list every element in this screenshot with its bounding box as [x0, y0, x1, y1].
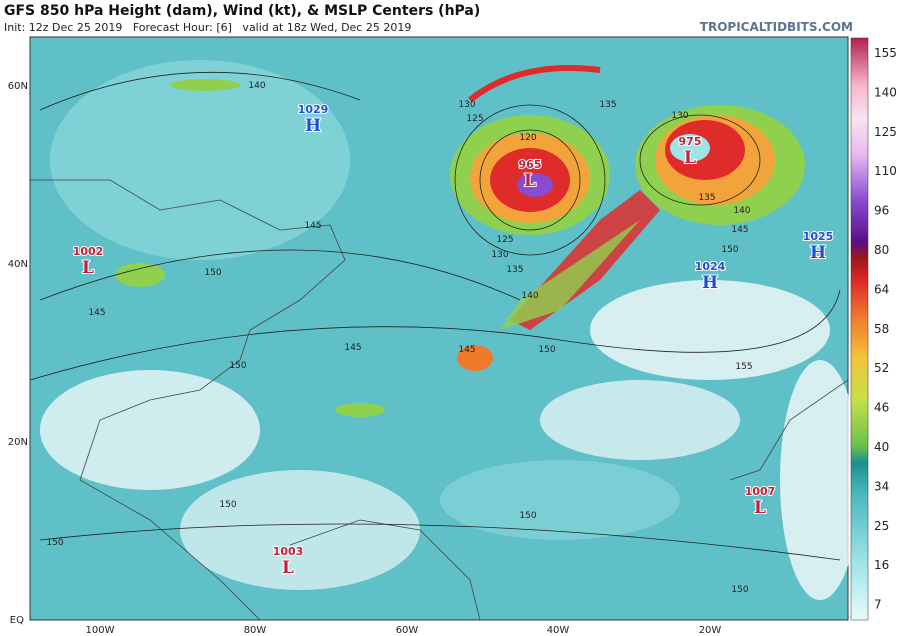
center-symbol: H [810, 243, 826, 263]
contour-label: 145 [304, 221, 321, 231]
contour-label: 150 [731, 585, 748, 595]
lon-label: 100W [86, 625, 115, 636]
contour-label: 125 [496, 235, 513, 245]
contour-label: 145 [344, 343, 361, 353]
lat-label: EQ [10, 615, 24, 626]
center-pressure: 1025 [803, 230, 834, 243]
center-symbol: L [282, 558, 294, 578]
lon-label: 60W [396, 625, 419, 636]
contour-label: 145 [88, 308, 105, 318]
colorbar-label: 25 [874, 519, 889, 533]
contour-label: 135 [599, 100, 616, 110]
colorbar-label: 34 [874, 479, 889, 493]
center-pressure: 1029 [298, 103, 329, 116]
lon-labels: 100W 80W 60W 40W 20W [86, 625, 722, 636]
lat-label: 20N [8, 437, 28, 448]
colorbar-label: 155 [874, 46, 897, 60]
contour-label: 135 [506, 265, 523, 275]
lon-label: 40W [547, 625, 570, 636]
colorbar-label: 80 [874, 243, 889, 257]
site-name: TROPICALTIDBITS.COM [700, 20, 853, 34]
contour-label: 145 [458, 345, 475, 355]
contour-label: 120 [519, 133, 536, 143]
colorbar-label: 16 [874, 558, 889, 572]
contour-label: 140 [521, 291, 538, 301]
lat-labels: 60N 40N 20N EQ [8, 81, 28, 626]
title: GFS 850 hPa Height (dam), Wind (kt), & M… [4, 3, 480, 19]
center-pressure: 1002 [73, 245, 104, 258]
colorbar-label: 52 [874, 361, 889, 375]
center-symbol: L [524, 171, 536, 191]
lon-label: 80W [244, 625, 267, 636]
colorbar [850, 37, 869, 621]
colorbar-labels: 155 140 125 110 96 80 64 58 52 46 40 34 25 16 7 [874, 46, 897, 612]
colorbar-label: 58 [874, 322, 889, 336]
center-symbol: H [305, 116, 321, 136]
contour-label: 130 [458, 100, 475, 110]
center-pressure: 1007 [745, 485, 776, 498]
subtitle: Init: 12z Dec 25 2019 Forecast Hour: [6]… [4, 21, 411, 34]
colorbar-label: 46 [874, 401, 889, 415]
contour-label: 140 [248, 81, 265, 91]
contour-label: 150 [229, 361, 246, 371]
contour-label: 150 [538, 345, 555, 355]
center-pressure: 1003 [273, 545, 304, 558]
center-symbol: L [754, 498, 766, 518]
contour-label: 155 [735, 362, 752, 372]
colorbar-label: 7 [874, 598, 882, 612]
center-pressure: 1024 [695, 260, 726, 273]
contour-label: 140 [733, 206, 750, 216]
lat-label: 40N [8, 259, 28, 270]
colorbar-label: 125 [874, 125, 897, 139]
contour-label: 150 [46, 538, 63, 548]
lon-label: 20W [699, 625, 722, 636]
colorbar-label: 96 [874, 204, 889, 218]
contour-label: 130 [671, 111, 688, 121]
center-symbol: H [702, 273, 718, 293]
contour-labels: 130 125 120 135 130 135 140 145 150 125 130 135 140 1… [46, 81, 752, 595]
contour-label: 130 [491, 250, 508, 260]
center-symbol: L [82, 258, 94, 278]
center-symbol: L [684, 148, 696, 168]
lat-label: 60N [8, 81, 28, 92]
center-pressure: 975 [679, 135, 702, 148]
contour-label: 125 [466, 114, 483, 124]
contour-label: 150 [721, 245, 738, 255]
contour-label: 145 [731, 225, 748, 235]
contour-label: 150 [519, 511, 536, 521]
contour-label: 150 [204, 268, 221, 278]
contour-label: 150 [219, 500, 236, 510]
colorbar-label: 40 [874, 440, 889, 454]
colorbar-label: 64 [874, 282, 889, 296]
contour-label: 135 [698, 193, 715, 203]
center-pressure: 965 [519, 158, 542, 171]
colorbar-label: 110 [874, 164, 897, 178]
colorbar-label: 140 [874, 85, 897, 99]
map [29, 36, 860, 621]
